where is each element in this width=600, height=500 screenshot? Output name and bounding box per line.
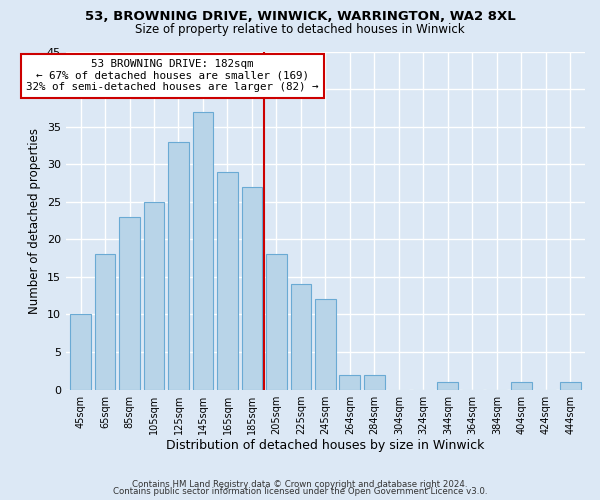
Text: Contains HM Land Registry data © Crown copyright and database right 2024.: Contains HM Land Registry data © Crown c… [132, 480, 468, 489]
Bar [70, 314, 91, 390]
Y-axis label: Number of detached properties: Number of detached properties [28, 128, 41, 314]
Bar [290, 284, 311, 390]
Text: 53 BROWNING DRIVE: 182sqm
← 67% of detached houses are smaller (169)
32% of semi: 53 BROWNING DRIVE: 182sqm ← 67% of detac… [26, 59, 319, 92]
Bar [242, 186, 262, 390]
Text: 53, BROWNING DRIVE, WINWICK, WARRINGTON, WA2 8XL: 53, BROWNING DRIVE, WINWICK, WARRINGTON,… [85, 10, 515, 23]
Bar [560, 382, 581, 390]
Bar [143, 202, 164, 390]
Bar [168, 142, 189, 390]
Bar [437, 382, 458, 390]
Bar [266, 254, 287, 390]
Bar [364, 374, 385, 390]
Bar [217, 172, 238, 390]
X-axis label: Distribution of detached houses by size in Winwick: Distribution of detached houses by size … [166, 440, 485, 452]
Text: Size of property relative to detached houses in Winwick: Size of property relative to detached ho… [135, 22, 465, 36]
Bar [511, 382, 532, 390]
Bar [315, 300, 336, 390]
Text: Contains public sector information licensed under the Open Government Licence v3: Contains public sector information licen… [113, 488, 487, 496]
Bar [95, 254, 115, 390]
Bar [340, 374, 361, 390]
Bar [119, 217, 140, 390]
Bar [193, 112, 214, 390]
